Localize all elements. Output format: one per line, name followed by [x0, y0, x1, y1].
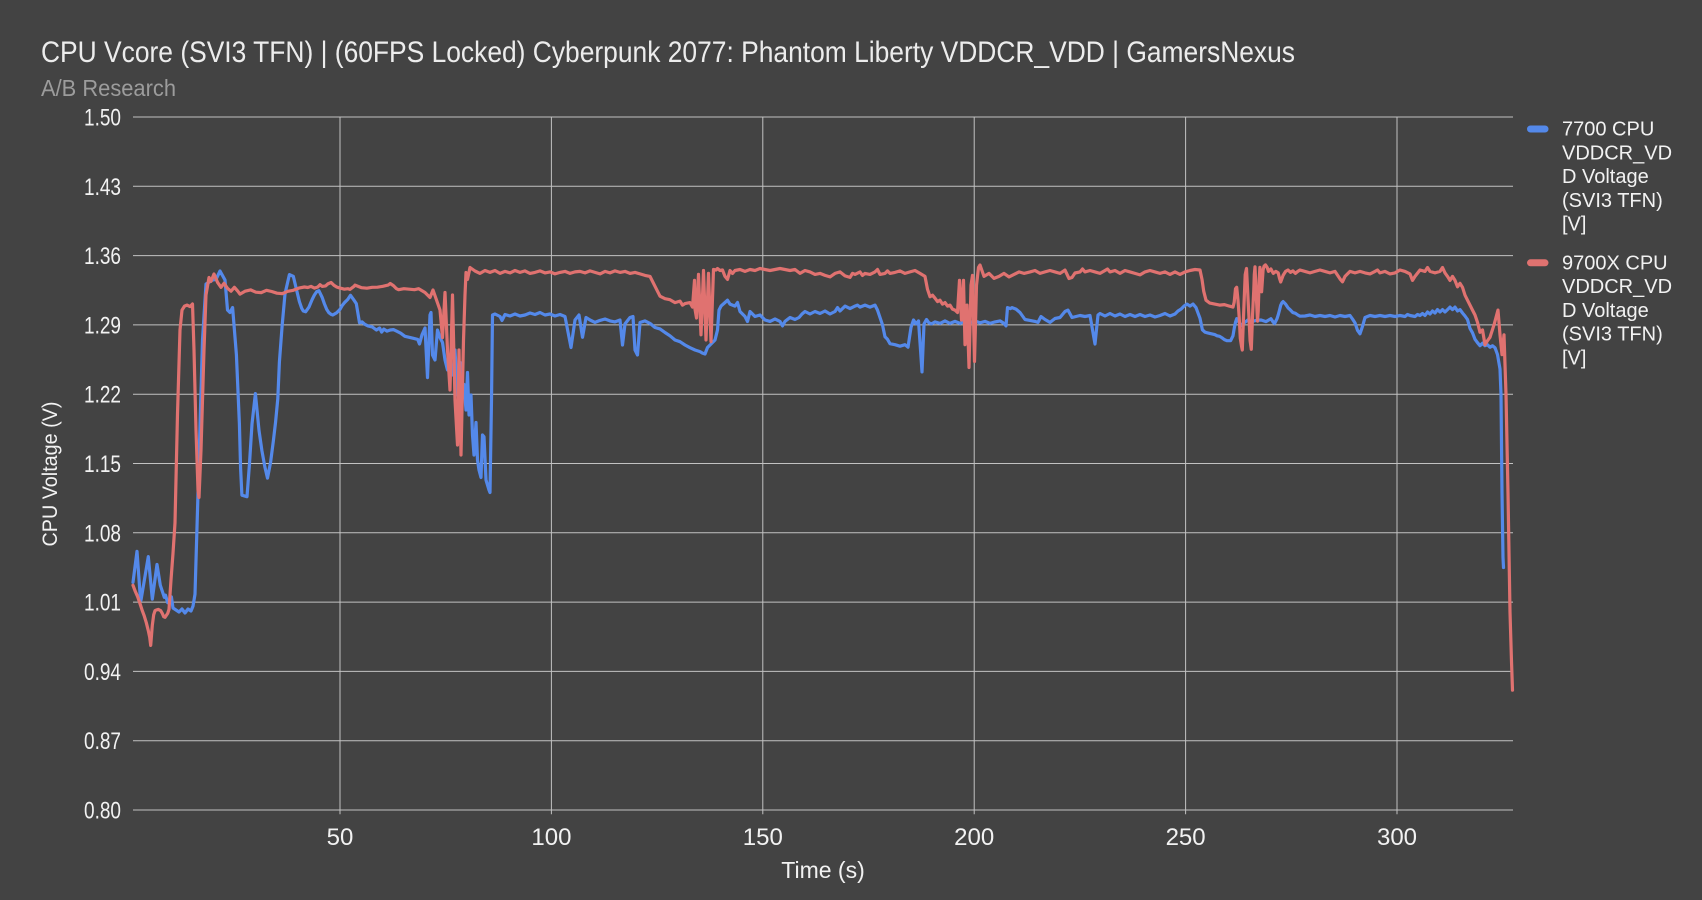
svg-text:A/B Research: A/B Research	[41, 75, 176, 101]
svg-text:VDDCR_VD: VDDCR_VD	[1562, 276, 1672, 298]
svg-text:(SVI3 TFN): (SVI3 TFN)	[1562, 324, 1663, 346]
svg-text:1.43: 1.43	[84, 174, 121, 201]
svg-text:0.94: 0.94	[84, 659, 121, 686]
svg-text:1.29: 1.29	[84, 312, 121, 339]
svg-text:D Voltage: D Voltage	[1562, 300, 1649, 322]
svg-text:1.22: 1.22	[84, 382, 121, 409]
svg-text:100: 100	[531, 824, 571, 851]
svg-text:250: 250	[1166, 824, 1206, 851]
svg-text:D Voltage: D Voltage	[1562, 166, 1649, 188]
svg-text:1.15: 1.15	[84, 451, 121, 478]
svg-text:(SVI3 TFN): (SVI3 TFN)	[1562, 190, 1663, 212]
svg-text:1.50: 1.50	[84, 105, 121, 132]
svg-text:Time (s): Time (s)	[781, 857, 864, 883]
svg-text:50: 50	[327, 824, 354, 851]
svg-text:1.36: 1.36	[84, 243, 121, 270]
svg-text:[V]: [V]	[1562, 214, 1586, 236]
svg-text:0.87: 0.87	[84, 728, 121, 755]
svg-text:200: 200	[954, 824, 994, 851]
svg-text:CPU Vcore (SVI3 TFN) | (60FPS: CPU Vcore (SVI3 TFN) | (60FPS Locked) Cy…	[41, 36, 1295, 69]
svg-text:0.80: 0.80	[84, 798, 121, 825]
svg-text:150: 150	[743, 824, 783, 851]
svg-text:[V]: [V]	[1562, 347, 1586, 369]
svg-text:CPU Voltage (V): CPU Voltage (V)	[38, 402, 62, 547]
svg-text:9700X CPU: 9700X CPU	[1562, 253, 1668, 275]
svg-text:300: 300	[1377, 824, 1417, 851]
svg-text:1.08: 1.08	[84, 520, 121, 547]
svg-text:1.01: 1.01	[84, 590, 121, 617]
svg-text:VDDCR_VD: VDDCR_VD	[1562, 142, 1672, 164]
svg-text:7700 CPU: 7700 CPU	[1562, 119, 1654, 141]
